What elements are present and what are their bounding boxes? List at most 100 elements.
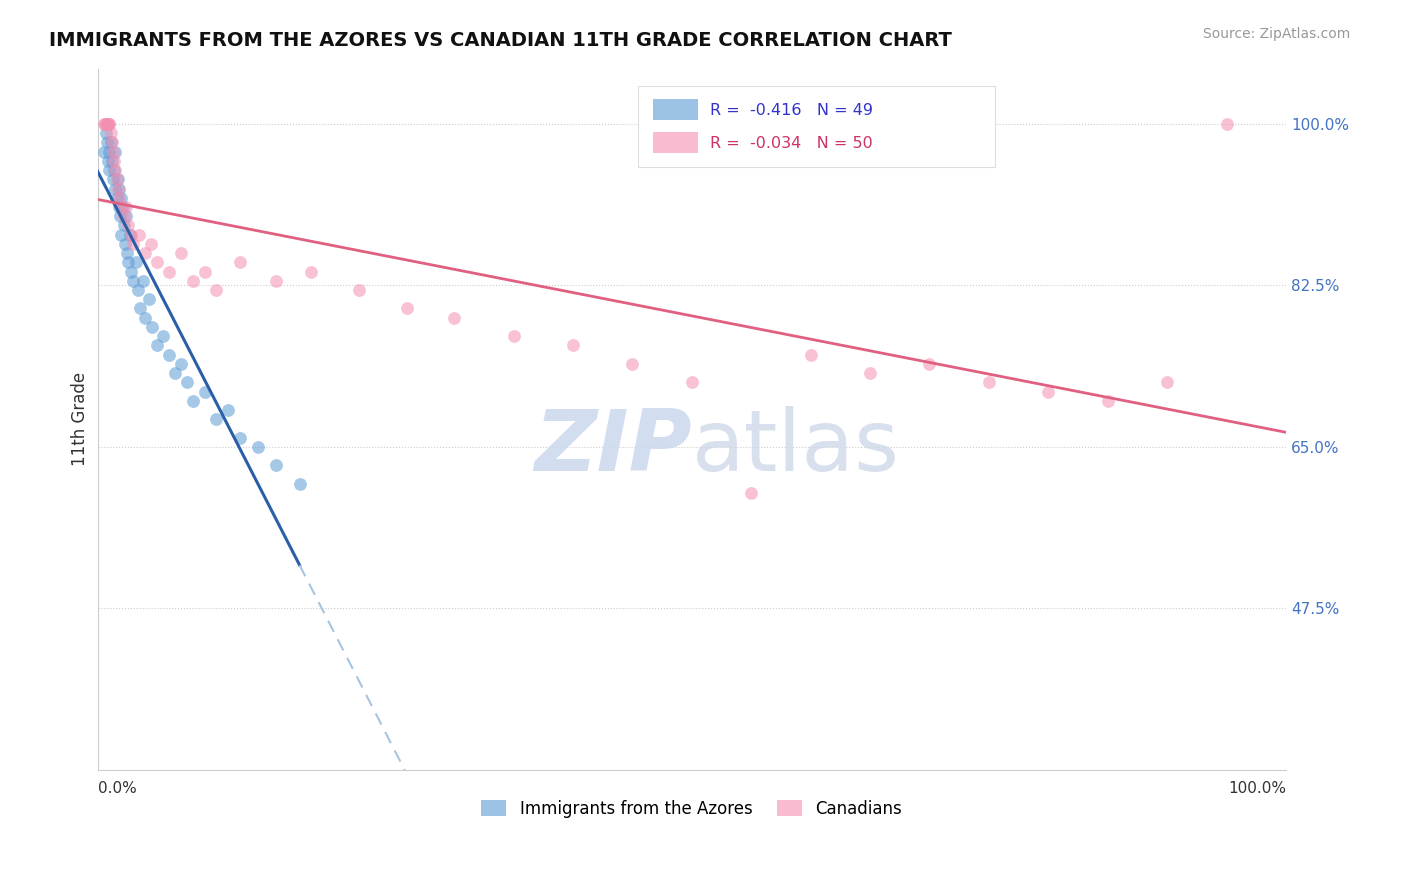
Point	[229, 431, 252, 445]
Point	[859, 366, 882, 380]
Point	[117, 219, 139, 233]
Point	[128, 227, 150, 242]
Point	[101, 153, 124, 168]
Point	[134, 246, 156, 260]
Point	[1038, 384, 1060, 399]
Point	[112, 219, 135, 233]
Point	[1097, 393, 1119, 408]
Point	[115, 200, 138, 214]
Text: IMMIGRANTS FROM THE AZORES VS CANADIAN 11TH GRADE CORRELATION CHART: IMMIGRANTS FROM THE AZORES VS CANADIAN 1…	[49, 31, 952, 50]
Point	[561, 338, 583, 352]
Point	[134, 310, 156, 325]
Bar	[638, 86, 995, 167]
Point	[229, 255, 252, 269]
Point	[264, 274, 287, 288]
Point	[105, 172, 128, 186]
Text: R =  -0.034   N = 50: R = -0.034 N = 50	[710, 136, 872, 151]
Point	[205, 412, 228, 426]
Point	[103, 153, 125, 168]
Text: Source: ZipAtlas.com: Source: ZipAtlas.com	[1202, 27, 1350, 41]
Point	[138, 293, 160, 307]
Text: R =  -0.416   N = 49: R = -0.416 N = 49	[710, 103, 873, 118]
Point	[152, 329, 174, 343]
Point	[118, 227, 141, 242]
Point	[139, 236, 162, 251]
Point	[110, 200, 132, 214]
Point	[105, 191, 128, 205]
Point	[93, 117, 115, 131]
Point	[111, 200, 134, 214]
Point	[120, 264, 142, 278]
Point	[107, 172, 129, 186]
Point	[132, 274, 155, 288]
Point	[108, 200, 131, 214]
Point	[93, 145, 115, 159]
Point	[157, 348, 180, 362]
Point	[157, 264, 180, 278]
Point	[96, 117, 118, 131]
Point	[301, 264, 323, 278]
Point	[163, 366, 186, 380]
Point	[193, 384, 215, 399]
Point	[129, 301, 152, 316]
Point	[122, 236, 145, 251]
Point	[288, 476, 311, 491]
Point	[681, 376, 703, 390]
Text: 100.0%: 100.0%	[1227, 781, 1286, 796]
Point	[98, 117, 121, 131]
Point	[117, 246, 139, 260]
Bar	[652, 132, 697, 153]
Point	[98, 117, 121, 131]
Y-axis label: 11th Grade: 11th Grade	[72, 372, 89, 467]
Point	[114, 236, 136, 251]
Point	[96, 136, 118, 150]
Text: 0.0%: 0.0%	[97, 781, 136, 796]
Point	[98, 145, 121, 159]
Point	[100, 136, 122, 150]
Point	[122, 274, 145, 288]
Point	[117, 255, 139, 269]
Point	[740, 486, 762, 500]
Point	[96, 117, 118, 131]
Text: atlas: atlas	[692, 406, 900, 489]
Point	[107, 181, 129, 195]
Point	[98, 163, 121, 178]
Point	[108, 209, 131, 223]
Point	[101, 145, 124, 159]
Point	[110, 227, 132, 242]
Point	[181, 393, 204, 408]
Point	[108, 181, 131, 195]
Point	[104, 145, 127, 159]
Point	[124, 255, 146, 269]
Point	[264, 458, 287, 473]
Point	[110, 191, 132, 205]
Point	[141, 320, 163, 334]
Legend: Immigrants from the Azores, Canadians: Immigrants from the Azores, Canadians	[474, 794, 910, 825]
Point	[977, 376, 1000, 390]
Point	[347, 283, 370, 297]
Point	[176, 376, 198, 390]
Point	[502, 329, 524, 343]
Point	[127, 283, 149, 297]
Point	[217, 403, 239, 417]
Point	[395, 301, 418, 316]
Point	[146, 338, 169, 352]
Point	[170, 246, 193, 260]
Point	[101, 136, 124, 150]
Point	[94, 126, 117, 140]
Point	[97, 117, 120, 131]
Point	[104, 163, 127, 178]
Point	[621, 357, 644, 371]
Point	[93, 117, 115, 131]
Point	[146, 255, 169, 269]
Point	[97, 153, 120, 168]
Point	[1156, 376, 1178, 390]
Point	[120, 227, 142, 242]
Point	[918, 357, 941, 371]
Point	[103, 163, 125, 178]
Point	[115, 209, 138, 223]
Point	[101, 172, 124, 186]
Point	[94, 117, 117, 131]
Point	[100, 126, 122, 140]
Point	[104, 181, 127, 195]
